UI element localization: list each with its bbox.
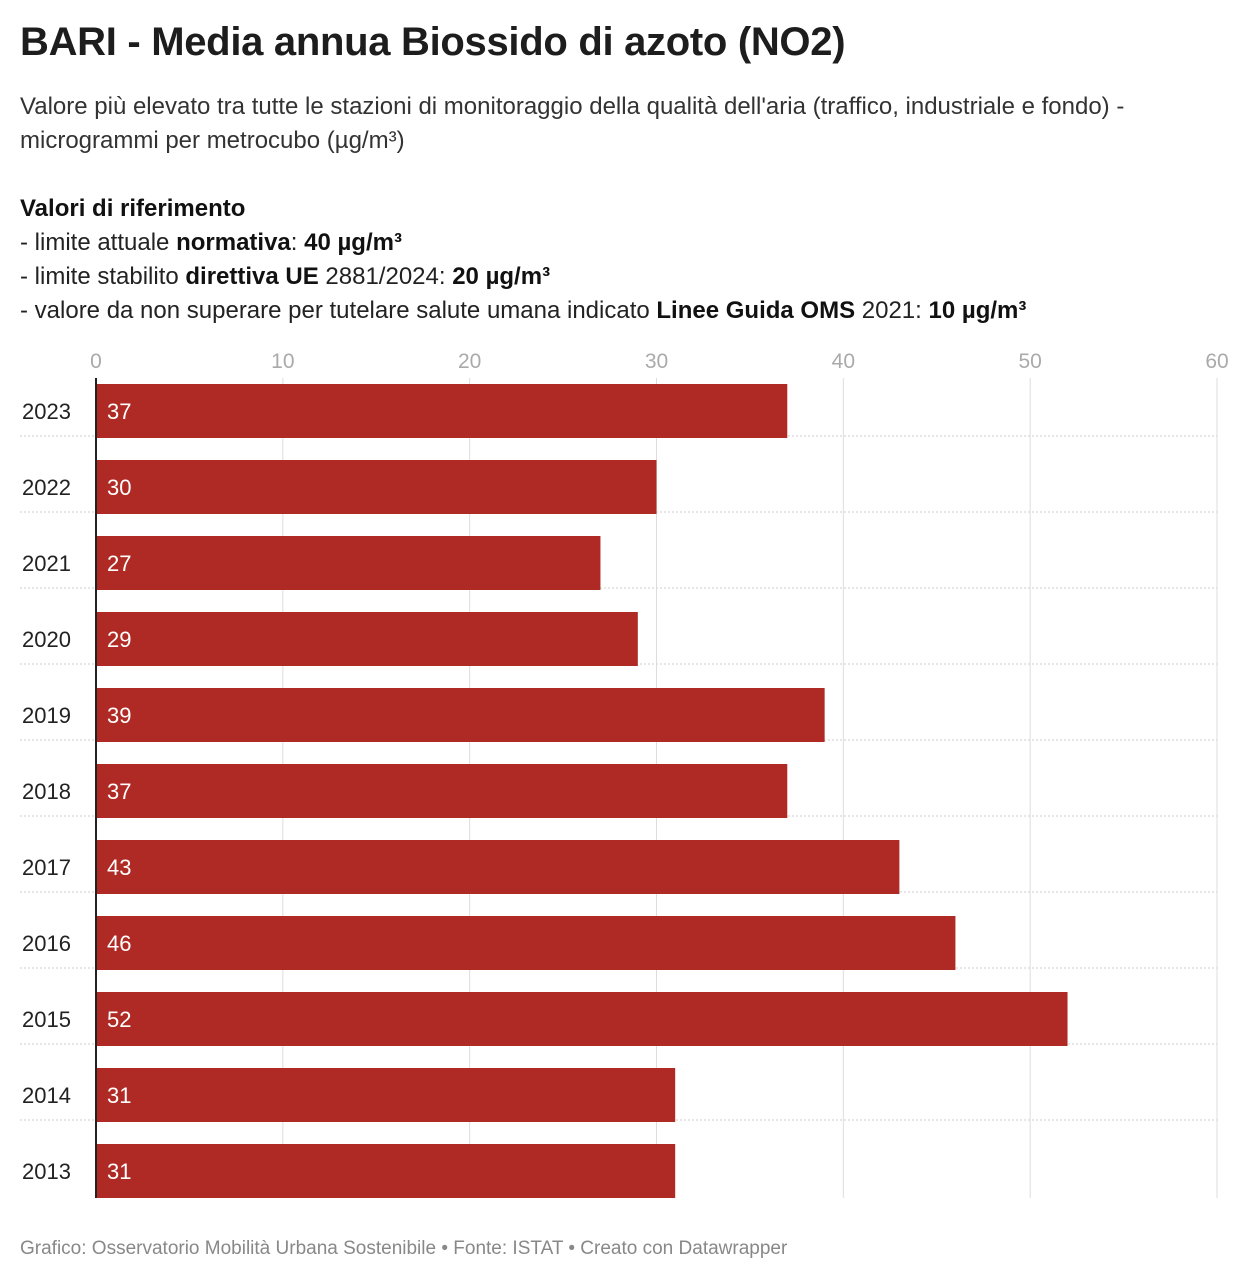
data-label: 31: [107, 1083, 131, 1108]
data-label: 39: [107, 703, 131, 728]
category-label: 2023: [22, 399, 71, 424]
chart-subtitle: Valore più elevato tra tutte le stazioni…: [20, 93, 1125, 154]
category-label: 2021: [22, 551, 71, 576]
category-label: 2013: [22, 1159, 71, 1184]
reference-values: Valori di riferimento - limite attuale n…: [20, 192, 1026, 328]
bar: [96, 536, 601, 590]
x-tick-label: 10: [271, 350, 294, 373]
reference-heading: Valori di riferimento: [20, 195, 246, 222]
category-label: 2016: [22, 931, 71, 956]
category-label: 2018: [22, 779, 71, 804]
category-label: 2022: [22, 475, 71, 500]
category-label: 2015: [22, 1007, 71, 1032]
reference-line-oms: - valore da non superare per tutelare sa…: [20, 297, 1027, 324]
x-tick-label: 20: [458, 350, 481, 373]
category-label: 2017: [22, 855, 71, 880]
bar: [96, 764, 788, 818]
bar: [96, 916, 956, 970]
data-label: 37: [107, 399, 131, 424]
data-label: 46: [107, 931, 131, 956]
bar-chart: 0 10 20 30 40 50 60 2023 37 2022 30 2021 27 2020 29 201…: [20, 350, 1229, 1198]
data-label: 43: [107, 855, 131, 880]
bar: [96, 1068, 676, 1122]
data-label: 52: [107, 1007, 131, 1032]
data-label: 31: [107, 1159, 131, 1184]
category-label: 2019: [22, 703, 71, 728]
reference-line-direttiva-ue: - limite stabilito direttiva UE 2881/202…: [20, 263, 551, 290]
x-tick-label: 50: [1018, 350, 1041, 373]
bar: [96, 384, 788, 438]
reference-line-normativa: - limite attuale normativa: 40 µg/m³: [20, 229, 402, 256]
data-label: 27: [107, 551, 131, 576]
category-label: 2020: [22, 627, 71, 652]
chart-title: BARI - Media annua Biossido di azoto (NO…: [20, 20, 846, 64]
x-tick-label: 40: [832, 350, 855, 373]
bar: [96, 1144, 676, 1198]
bar: [96, 840, 900, 894]
x-tick-label: 60: [1205, 350, 1228, 373]
category-label: 2014: [22, 1083, 71, 1108]
x-tick-label: 0: [90, 350, 102, 373]
bar: [96, 460, 657, 514]
bar: [96, 688, 825, 742]
data-label: 29: [107, 627, 131, 652]
data-label: 37: [107, 779, 131, 804]
chart-footer: Grafico: Osservatorio Mobilità Urbana So…: [20, 1238, 788, 1259]
data-label: 30: [107, 475, 131, 500]
x-tick-label: 30: [645, 350, 668, 373]
bar: [96, 612, 638, 666]
bar: [96, 992, 1068, 1046]
